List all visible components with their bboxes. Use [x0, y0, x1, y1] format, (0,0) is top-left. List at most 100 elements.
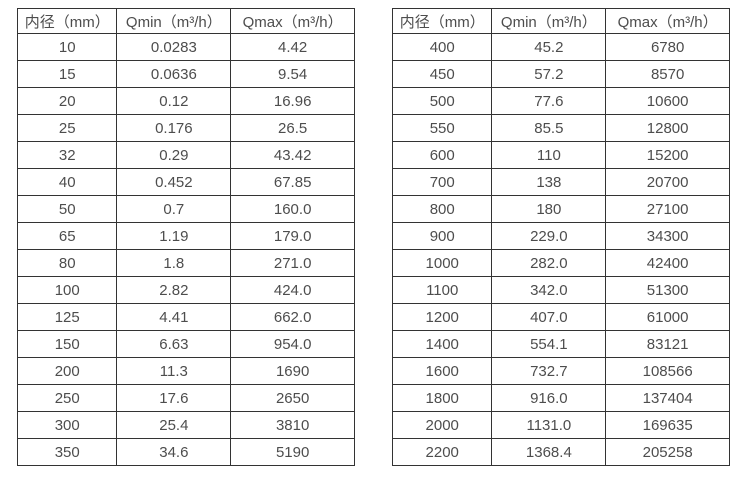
table-row: 25 0.176 26.5 — [16, 114, 355, 142]
table-cell: 150 — [16, 330, 118, 358]
table-row: 250 17.6 2650 — [16, 384, 355, 412]
table-cell: 80 — [16, 249, 118, 277]
table-cell: 1000 — [391, 249, 493, 277]
table-cell: 51300 — [605, 276, 730, 304]
table-row: 350 34.6 5190 — [16, 438, 355, 466]
table-cell: 12800 — [605, 114, 730, 142]
table-cell: 61000 — [605, 303, 730, 331]
table-row: 100 2.82 424.0 — [16, 276, 355, 304]
table-cell: 1600 — [391, 357, 493, 385]
table-cell: 0.176 — [116, 114, 232, 142]
flow-rate-table-left: 内径（mm） Qmin（m³/h） Qmax（m³/h） 10 0.0283 4.42 1… — [16, 8, 355, 466]
table-cell: 83121 — [605, 330, 730, 358]
column-header: Qmin（m³/h） — [116, 8, 232, 34]
table-cell: 6.63 — [116, 330, 232, 358]
table-cell: 11.3 — [116, 357, 232, 385]
table-row: 125 4.41 662.0 — [16, 303, 355, 331]
table-cell: 0.0283 — [116, 33, 232, 61]
table-cell: 1800 — [391, 384, 493, 412]
column-header: Qmax（m³/h） — [605, 8, 730, 34]
table-cell: 137404 — [605, 384, 730, 412]
table-cell: 2650 — [230, 384, 355, 412]
table-cell: 554.1 — [491, 330, 607, 358]
table-cell: 85.5 — [491, 114, 607, 142]
table-cell: 8570 — [605, 60, 730, 88]
table-cell: 0.0636 — [116, 60, 232, 88]
table-row: 550 85.5 12800 — [391, 114, 730, 142]
table-cell: 732.7 — [491, 357, 607, 385]
table-row: 1000 282.0 42400 — [391, 249, 730, 277]
table-cell: 1400 — [391, 330, 493, 358]
table-cell: 0.452 — [116, 168, 232, 196]
table-row: 600 110 15200 — [391, 141, 730, 169]
table-cell: 662.0 — [230, 303, 355, 331]
table-row: 1800 916.0 137404 — [391, 384, 730, 412]
table-row: 800 180 27100 — [391, 195, 730, 223]
table-row: 15 0.0636 9.54 — [16, 60, 355, 88]
table-cell: 50 — [16, 195, 118, 223]
table-row: 1400 554.1 83121 — [391, 330, 730, 358]
table-row: 1600 732.7 108566 — [391, 357, 730, 385]
table-cell: 108566 — [605, 357, 730, 385]
table-cell: 40 — [16, 168, 118, 196]
column-header: 内径（mm） — [16, 8, 118, 34]
table-header-row: 内径（mm） Qmin（m³/h） Qmax（m³/h） — [16, 8, 355, 34]
table-cell: 27100 — [605, 195, 730, 223]
table-cell: 42400 — [605, 249, 730, 277]
table-cell: 20 — [16, 87, 118, 115]
table-cell: 800 — [391, 195, 493, 223]
table-cell: 179.0 — [230, 222, 355, 250]
table-cell: 0.29 — [116, 141, 232, 169]
table-cell: 1368.4 — [491, 438, 607, 466]
table-body: 10 0.0283 4.42 15 0.0636 9.54 20 0.12 16.96 25 0.1… — [16, 33, 355, 466]
table-cell: 407.0 — [491, 303, 607, 331]
table-cell: 900 — [391, 222, 493, 250]
column-header: Qmin（m³/h） — [491, 8, 607, 34]
table-cell: 400 — [391, 33, 493, 61]
table-row: 700 138 20700 — [391, 168, 730, 196]
column-header: 内径（mm） — [391, 8, 493, 34]
table-row: 32 0.29 43.42 — [16, 141, 355, 169]
table-cell: 100 — [16, 276, 118, 304]
flow-tables-container: 内径（mm） Qmin（m³/h） Qmax（m³/h） 10 0.0283 4.42 1… — [16, 8, 730, 466]
table-cell: 10600 — [605, 87, 730, 115]
table-cell: 77.6 — [491, 87, 607, 115]
table-cell: 200 — [16, 357, 118, 385]
table-cell: 271.0 — [230, 249, 355, 277]
header-row: 内径（mm） Qmin（m³/h） Qmax（m³/h） — [391, 8, 730, 34]
table-cell: 45.2 — [491, 33, 607, 61]
table-row: 500 77.6 10600 — [391, 87, 730, 115]
table-cell: 954.0 — [230, 330, 355, 358]
table-row: 200 11.3 1690 — [16, 357, 355, 385]
table-cell: 125 — [16, 303, 118, 331]
table-row: 80 1.8 271.0 — [16, 249, 355, 277]
table-cell: 600 — [391, 141, 493, 169]
table-cell: 500 — [391, 87, 493, 115]
table-cell: 916.0 — [491, 384, 607, 412]
table-cell: 6780 — [605, 33, 730, 61]
table-cell: 65 — [16, 222, 118, 250]
table-body: 400 45.2 6780 450 57.2 8570 500 77.6 10600 550 85.… — [391, 33, 730, 466]
table-row: 1100 342.0 51300 — [391, 276, 730, 304]
table-cell: 250 — [16, 384, 118, 412]
table-row: 2200 1368.4 205258 — [391, 438, 730, 466]
table-row: 150 6.63 954.0 — [16, 330, 355, 358]
table-cell: 25 — [16, 114, 118, 142]
table-cell: 10 — [16, 33, 118, 61]
column-header: Qmax（m³/h） — [230, 8, 355, 34]
table-cell: 110 — [491, 141, 607, 169]
table-cell: 229.0 — [491, 222, 607, 250]
table-cell: 20700 — [605, 168, 730, 196]
table-cell: 0.7 — [116, 195, 232, 223]
table-cell: 67.85 — [230, 168, 355, 196]
table-row: 400 45.2 6780 — [391, 33, 730, 61]
table-cell: 169635 — [605, 411, 730, 439]
table-cell: 2000 — [391, 411, 493, 439]
table-cell: 34300 — [605, 222, 730, 250]
table-row: 65 1.19 179.0 — [16, 222, 355, 250]
table-cell: 57.2 — [491, 60, 607, 88]
table-row: 40 0.452 67.85 — [16, 168, 355, 196]
table-cell: 1100 — [391, 276, 493, 304]
table-cell: 4.41 — [116, 303, 232, 331]
table-row: 900 229.0 34300 — [391, 222, 730, 250]
